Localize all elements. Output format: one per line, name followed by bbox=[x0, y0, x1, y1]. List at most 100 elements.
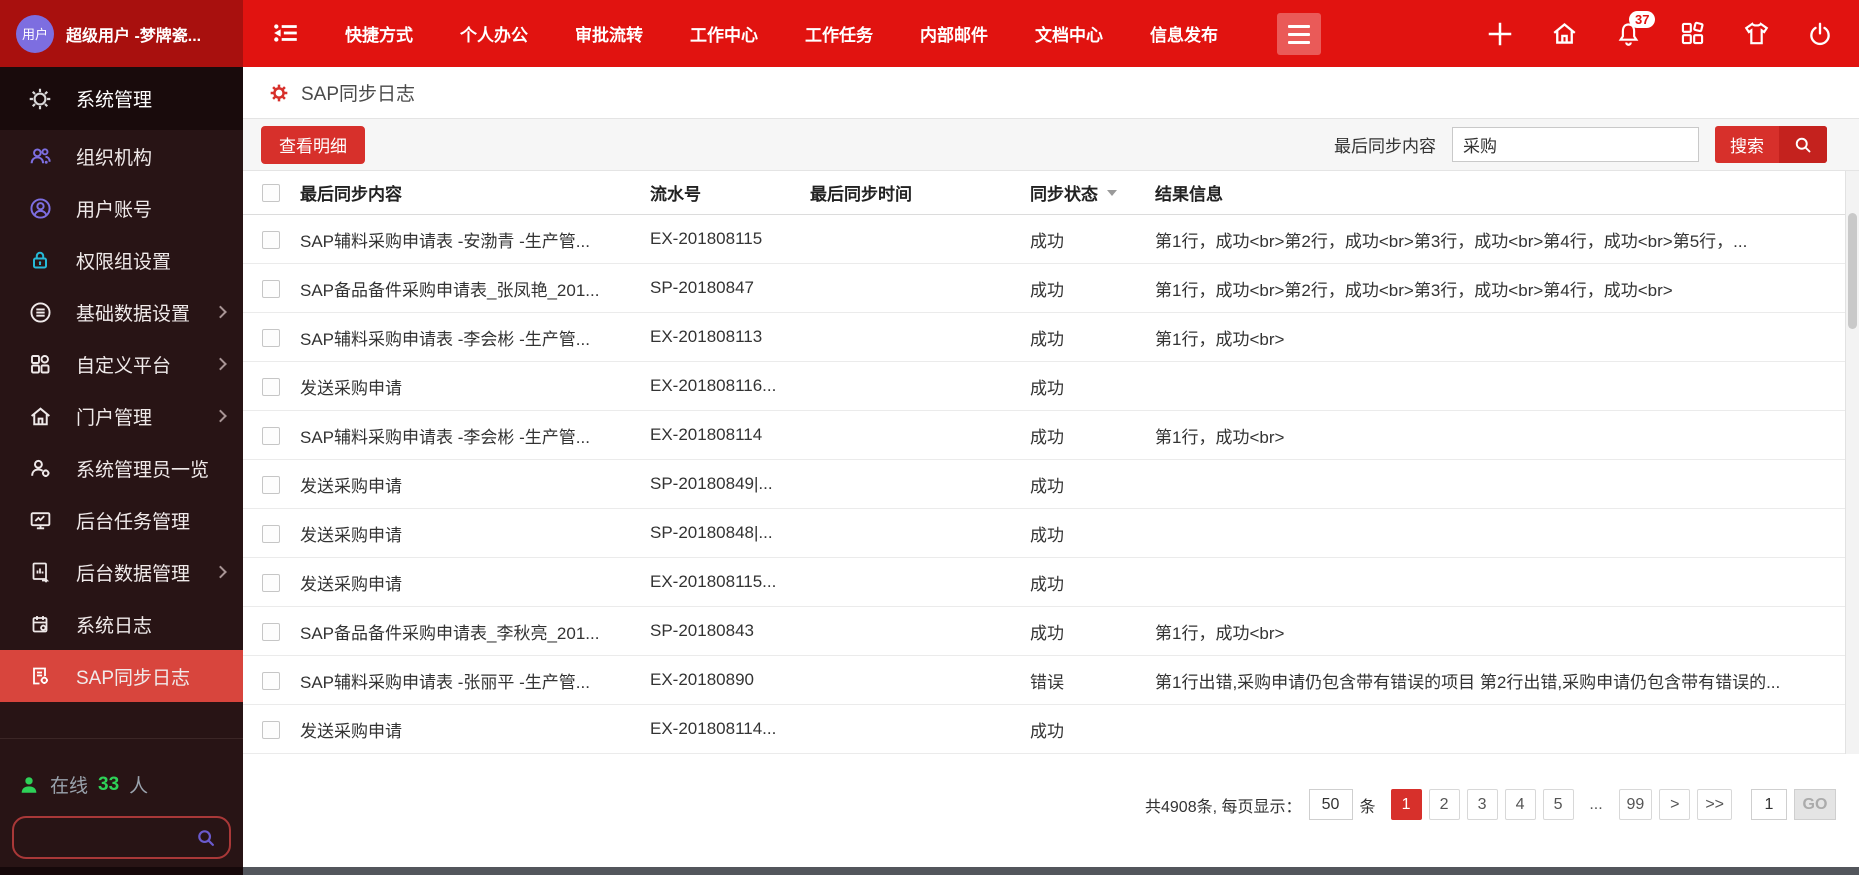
sidebar-search-input[interactable] bbox=[14, 818, 229, 857]
page-button-5[interactable]: 5 bbox=[1542, 789, 1574, 820]
table-row[interactable]: 发送采购申请 SP-20180848|... 成功 bbox=[243, 509, 1859, 558]
sidebar-item-sap-sync-log[interactable]: SAP同步日志 bbox=[0, 650, 243, 702]
user-block[interactable]: 用户 超级用户 -梦牌瓷... bbox=[0, 0, 243, 67]
pagination: 共4908条, 每页显示： 50 条 1 2 3 4 5 ... 99 > >>… bbox=[1145, 789, 1836, 820]
cell-serial: SP-20180849|... bbox=[650, 474, 773, 493]
page-button-3[interactable]: 3 bbox=[1466, 789, 1498, 820]
col-header-time[interactable]: 最后同步时间 bbox=[810, 185, 912, 204]
nav-item-personal-office[interactable]: 个人办公 bbox=[460, 26, 528, 45]
view-detail-button[interactable]: 查看明细 bbox=[261, 125, 365, 164]
page-button-99[interactable]: 99 bbox=[1618, 789, 1653, 820]
home-icon[interactable] bbox=[1549, 19, 1579, 49]
nav-item-doc-center[interactable]: 文档中心 bbox=[1035, 26, 1103, 45]
sidebar-item-base-data[interactable]: 基础数据设置 bbox=[0, 286, 243, 338]
cell-content: SAP辅料采购申请表 -李会彬 -生产管... bbox=[300, 427, 590, 447]
plus-icon[interactable] bbox=[1485, 19, 1515, 49]
row-checkbox[interactable] bbox=[262, 573, 280, 592]
cell-content: SAP辅料采购申请表 -安渤青 -生产管... bbox=[300, 231, 590, 251]
page-button-4[interactable]: 4 bbox=[1504, 789, 1536, 820]
cell-content: 发送采购申请 bbox=[300, 574, 402, 594]
table-row[interactable]: SAP辅料采购申请表 -李会彬 -生产管... EX-201808113 成功 … bbox=[243, 313, 1859, 362]
nav-item-approval-flow[interactable]: 审批流转 bbox=[575, 26, 643, 45]
goto-page-input[interactable]: 1 bbox=[1751, 789, 1787, 820]
go-button[interactable]: GO bbox=[1794, 789, 1836, 820]
horizontal-scrollbar-thumb[interactable] bbox=[243, 867, 1859, 875]
table-row[interactable]: SAP备品备件采购申请表_李秋亮_201... SP-20180843 成功 第… bbox=[243, 607, 1859, 656]
sidebar-item-admin-list[interactable]: 系统管理员一览 bbox=[0, 442, 243, 494]
search-icon[interactable] bbox=[195, 827, 217, 849]
row-checkbox[interactable] bbox=[262, 377, 280, 396]
page-size-box[interactable]: 50 bbox=[1308, 789, 1353, 820]
sort-down-icon[interactable] bbox=[1107, 189, 1117, 196]
sidebar-item-background-tasks[interactable]: 后台任务管理 bbox=[0, 494, 243, 546]
search-button[interactable]: 搜索 bbox=[1715, 126, 1827, 163]
table-row[interactable]: SAP辅料采购申请表 -张丽平 -生产管... EX-20180890 错误 第… bbox=[243, 656, 1859, 705]
nav-item-work-tasks[interactable]: 工作任务 bbox=[805, 26, 873, 45]
page-button-2[interactable]: 2 bbox=[1428, 789, 1460, 820]
select-all-checkbox[interactable] bbox=[262, 184, 280, 203]
table-row[interactable]: SAP辅料采购申请表 -安渤青 -生产管... EX-201808115 成功 … bbox=[243, 215, 1859, 264]
vertical-scrollbar[interactable] bbox=[1845, 171, 1859, 754]
sidebar-item-system-log[interactable]: 系统日志 bbox=[0, 598, 243, 650]
sidebar: 系统管理 组织机构 用户账号 权限组设置 bbox=[0, 67, 243, 875]
cell-result: 第1行，成功<br> bbox=[1155, 329, 1285, 349]
table-row[interactable]: 发送采购申请 SP-20180849|... 成功 bbox=[243, 460, 1859, 509]
filter-input[interactable] bbox=[1452, 127, 1699, 162]
sidebar-search-box bbox=[12, 816, 231, 859]
table-row[interactable]: SAP备品备件采购申请表_张凤艳_201... SP-20180847 成功 第… bbox=[243, 264, 1859, 313]
sidebar-item-background-data[interactable]: 后台数据管理 bbox=[0, 546, 243, 598]
row-checkbox[interactable] bbox=[262, 720, 280, 739]
table-row[interactable]: 发送采购申请 EX-201808116... 成功 bbox=[243, 362, 1859, 411]
row-checkbox[interactable] bbox=[262, 230, 280, 249]
col-header-content[interactable]: 最后同步内容 bbox=[300, 185, 402, 204]
cell-serial: EX-201808115 bbox=[650, 229, 763, 248]
page-button-1[interactable]: 1 bbox=[1390, 789, 1422, 820]
nav-item-shortcuts[interactable]: 快捷方式 bbox=[345, 26, 413, 45]
cell-serial: EX-201808113 bbox=[650, 327, 763, 346]
cell-serial: EX-201808115... bbox=[650, 572, 777, 591]
sidebar-item-label: 后台数据管理 bbox=[76, 563, 191, 585]
col-header-serial[interactable]: 流水号 bbox=[650, 185, 701, 204]
table-row[interactable]: SAP辅料采购申请表 -李会彬 -生产管... EX-201808114 成功 … bbox=[243, 411, 1859, 460]
sidebar-item-label: 系统日志 bbox=[76, 615, 153, 637]
admin-list-icon bbox=[27, 456, 53, 481]
sidebar-item-system-management[interactable]: 系统管理 bbox=[0, 67, 243, 130]
apps-icon[interactable] bbox=[1677, 19, 1707, 49]
row-checkbox[interactable] bbox=[262, 279, 280, 298]
row-checkbox[interactable] bbox=[262, 524, 280, 543]
next-page-button[interactable]: > bbox=[1659, 789, 1691, 820]
row-checkbox[interactable] bbox=[262, 426, 280, 445]
system-log-icon bbox=[27, 612, 53, 636]
sidebar-item-label: 组织机构 bbox=[76, 147, 153, 169]
col-header-status[interactable]: 同步状态 bbox=[1030, 180, 1155, 205]
row-checkbox[interactable] bbox=[262, 671, 280, 690]
custom-platform-icon bbox=[27, 352, 53, 376]
row-checkbox[interactable] bbox=[262, 328, 280, 347]
row-checkbox[interactable] bbox=[262, 622, 280, 641]
horizontal-scrollbar[interactable] bbox=[0, 867, 1859, 875]
tshirt-icon[interactable] bbox=[1741, 19, 1771, 49]
sidebar-item-custom-platform[interactable]: 自定义平台 bbox=[0, 338, 243, 390]
last-page-button[interactable]: >> bbox=[1697, 789, 1732, 820]
cell-status: 成功 bbox=[1030, 231, 1064, 251]
list-icon[interactable] bbox=[272, 20, 300, 46]
row-checkbox[interactable] bbox=[262, 475, 280, 494]
menu-icon[interactable] bbox=[1277, 13, 1321, 55]
nav-item-info-publish[interactable]: 信息发布 bbox=[1150, 26, 1218, 45]
nav-item-internal-mail[interactable]: 内部邮件 bbox=[920, 26, 988, 45]
table-row[interactable]: 发送采购申请 EX-201808114... 成功 bbox=[243, 705, 1859, 754]
table-row[interactable]: 发送采购申请 EX-201808115... 成功 bbox=[243, 558, 1859, 607]
sidebar-item-organization[interactable]: 组织机构 bbox=[0, 130, 243, 182]
col-header-result[interactable]: 结果信息 bbox=[1155, 185, 1223, 204]
power-icon[interactable] bbox=[1805, 19, 1835, 49]
bell-icon[interactable]: 37 bbox=[1613, 10, 1656, 49]
sidebar-item-portal-management[interactable]: 门户管理 bbox=[0, 390, 243, 442]
sidebar-item-label: 门户管理 bbox=[76, 407, 153, 429]
cell-status: 成功 bbox=[1030, 574, 1064, 594]
nav-item-work-center[interactable]: 工作中心 bbox=[690, 26, 758, 45]
avatar[interactable]: 用户 bbox=[16, 14, 54, 53]
chevron-right-icon bbox=[214, 305, 227, 319]
vertical-scrollbar-thumb[interactable] bbox=[1848, 213, 1857, 329]
sidebar-item-user-account[interactable]: 用户账号 bbox=[0, 182, 243, 234]
sidebar-item-permission-groups[interactable]: 权限组设置 bbox=[0, 234, 243, 286]
